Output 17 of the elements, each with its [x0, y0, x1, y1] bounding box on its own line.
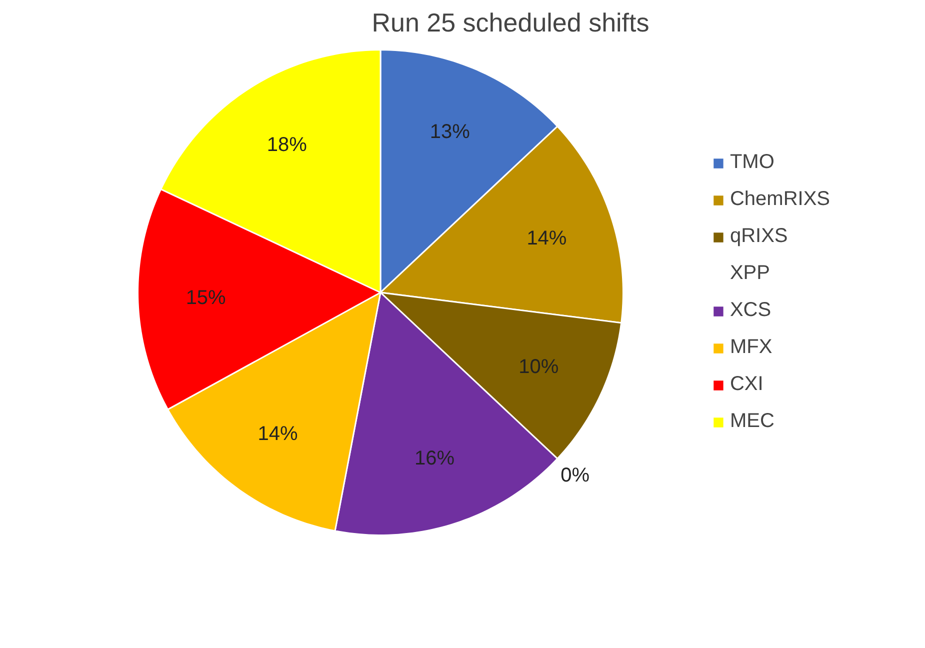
data-label: 13% [430, 121, 470, 144]
legend-label: TMO [730, 151, 774, 174]
legend-label: qRIXS [730, 225, 788, 248]
legend-label: CXI [730, 373, 764, 396]
data-label: 16% [414, 448, 455, 470]
data-label: 15% [186, 286, 226, 309]
data-label: 14% [526, 227, 567, 250]
legend-label: XCS [730, 299, 772, 322]
legend-label: ChemRIXS [730, 188, 830, 211]
chart-title: Run 25 scheduled shifts [372, 8, 650, 38]
category-label: XPP [730, 262, 770, 284]
data-label: 18% [266, 134, 308, 156]
text: 0% [560, 464, 590, 486]
data-label: 10% [518, 356, 559, 378]
data-label: 14% [258, 422, 298, 445]
legend-label: MEC [730, 410, 774, 433]
legend-label: MFX [730, 336, 772, 359]
